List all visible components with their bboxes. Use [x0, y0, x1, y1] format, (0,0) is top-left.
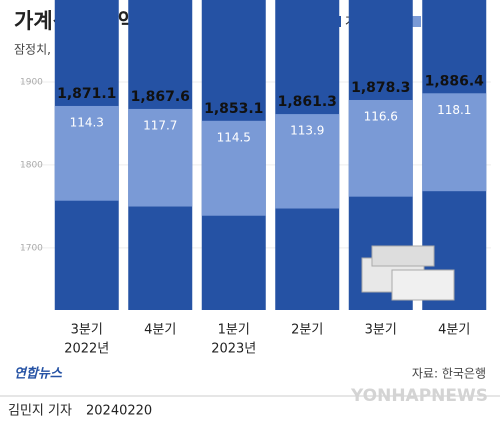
bar-segment: [422, 93, 487, 192]
y-tick-label: 1900: [20, 78, 43, 88]
data-label: 117.7: [143, 118, 177, 132]
x-tick-label: 4분기: [438, 323, 470, 338]
bar-segment: [128, 108, 193, 207]
data-label: 114.3: [70, 115, 104, 129]
logo: 연합뉴스: [14, 366, 63, 382]
bar-segment: [201, 120, 266, 216]
total-label: 1,871.1: [57, 86, 116, 102]
total-label: 1,861.3: [278, 94, 337, 110]
date: 20240220: [86, 404, 152, 419]
bar-segment: [54, 105, 119, 201]
y-tick-label: 1700: [20, 243, 43, 253]
x-tick-label: 3분기: [71, 323, 103, 338]
bar-segment: [275, 114, 340, 209]
total-label: 1,853.1: [204, 101, 263, 117]
x-tick-label: 3분기: [365, 323, 397, 338]
illustration: [361, 245, 455, 301]
x-tick-label: 4분기: [144, 323, 176, 338]
data-label: 118.1: [437, 103, 471, 117]
total-label: 1,878.3: [351, 80, 410, 96]
y-tick-label: 1800: [20, 160, 43, 170]
data-label: 114.5: [217, 130, 251, 144]
credit: 김민지 기자: [8, 404, 72, 419]
x-tick-label: 1분기: [218, 323, 250, 338]
watermark: YONHAPNEWS: [350, 386, 488, 406]
source: 자료: 한국은행: [412, 366, 486, 381]
total-label: 1,886.4: [425, 73, 485, 89]
x-tick-label: 2분기: [291, 323, 323, 338]
data-label: 116.6: [364, 109, 398, 123]
data-label: 113.9: [290, 124, 324, 138]
bar-segment: [348, 99, 413, 197]
x-year-label: 2023년: [211, 342, 256, 357]
x-year-label: 2022년: [64, 342, 109, 357]
total-label: 1,867.6: [131, 89, 190, 105]
legend-swatch: [410, 16, 421, 27]
